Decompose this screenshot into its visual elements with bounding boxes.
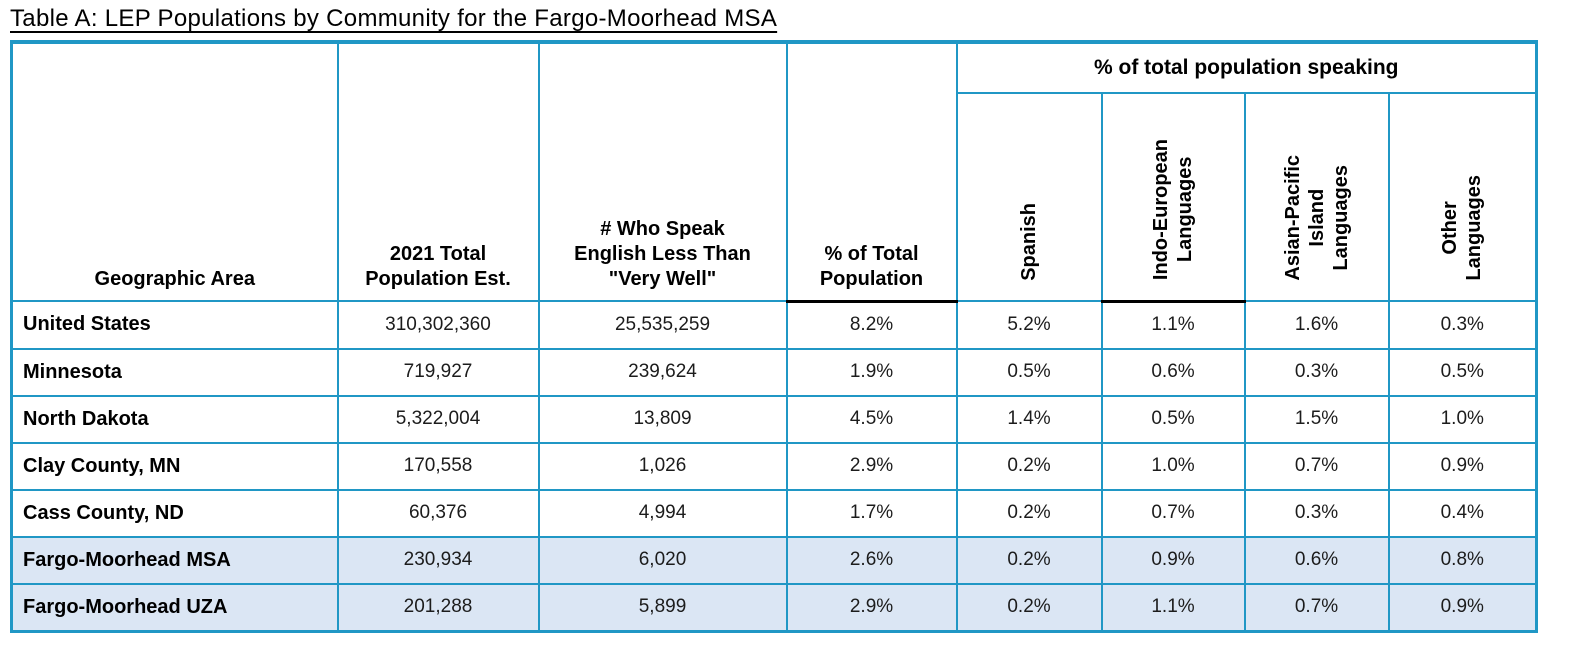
col-header-2021-population: 2021 Total Population Est. [336,41,540,302]
other-languages-pct-value: 0.3% [1387,300,1538,350]
row-label: Fargo-Moorhead UZA [10,582,339,632]
row-label: Cass County, ND [10,488,339,538]
spanish-pct-value: 5.2% [955,300,1103,350]
indo-european-pct-value: 0.5% [1100,394,1246,444]
table-row-clay-county: Clay County, MN 170,558 1,026 2.9% 0.2% … [10,441,1538,491]
indo-european-pct-value: 1.0% [1100,441,1246,491]
lep-populations-table: Geographic Area 2021 Total Population Es… [10,40,1538,633]
lep-count-value: 239,624 [537,347,788,397]
other-languages-pct-value: 0.8% [1387,535,1538,585]
asian-pacific-pct-value: 0.3% [1243,488,1390,538]
population-value: 60,376 [336,488,540,538]
lep-count-value: 4,994 [537,488,788,538]
asian-pacific-pct-value: 0.7% [1243,441,1390,491]
indo-european-pct-value: 1.1% [1100,582,1246,632]
asian-pacific-pct-value: 0.7% [1243,582,1390,632]
row-label: Minnesota [10,347,339,397]
population-value: 719,927 [336,347,540,397]
col-header-geographic-area: Geographic Area [10,41,339,302]
row-label: North Dakota [10,394,339,444]
row-label: United States [10,300,339,350]
header-row-languages: Spanish Indo-European Languages Asian-Pa… [12,92,1538,303]
table-row-minnesota: Minnesota 719,927 239,624 1.9% 0.5% 0.6%… [10,347,1538,397]
lep-count-value: 5,899 [537,582,788,632]
row-label: Clay County, MN [10,441,339,491]
lep-count-value: 1,026 [537,441,788,491]
indo-european-pct-value: 0.6% [1100,347,1246,397]
document-page: Table A: LEP Populations by Community fo… [10,5,1538,633]
col-header-indo-european: Indo-European Languages [1100,92,1246,303]
pct-total-value: 1.9% [785,347,958,397]
table-row-fargo-moorhead-msa: Fargo-Moorhead MSA 230,934 6,020 2.6% 0.… [10,535,1538,585]
pct-total-value: 1.7% [785,488,958,538]
population-value: 201,288 [336,582,540,632]
other-languages-pct-value: 1.0% [1387,394,1538,444]
col-header-other-languages: Other Languages [1387,92,1538,302]
pct-total-value: 4.5% [785,394,958,444]
population-value: 230,934 [336,535,540,585]
asian-pacific-pct-value: 1.5% [1243,394,1390,444]
col-header-asian-pacific: Asian-Pacific Island Languages [1243,92,1390,302]
header-row-top: Geographic Area 2021 Total Population Es… [10,41,1538,303]
other-languages-pct-value: 0.4% [1387,488,1538,538]
table-row-north-dakota: North Dakota 5,322,004 13,809 4.5% 1.4% … [10,394,1538,444]
pct-total-value: 2.9% [785,582,958,632]
asian-pacific-pct-value: 0.6% [1243,535,1390,585]
table-title: Table A: LEP Populations by Community fo… [10,5,778,32]
other-languages-pct-value: 0.9% [1387,441,1538,491]
population-value: 310,302,360 [336,300,540,350]
col-header-pct-speaking-group: % of total population speaking [955,41,1538,94]
spanish-pct-value: 0.5% [955,347,1103,397]
spanish-pct-value: 0.2% [955,488,1103,538]
col-header-spanish: Spanish [955,92,1103,302]
population-value: 170,558 [336,441,540,491]
indo-european-pct-value: 0.9% [1100,535,1246,585]
other-languages-pct-value: 0.9% [1387,582,1538,632]
asian-pacific-pct-value: 0.3% [1243,347,1390,397]
spanish-pct-value: 1.4% [955,394,1103,444]
table-row-fargo-moorhead-uza: Fargo-Moorhead UZA 201,288 5,899 2.9% 0.… [10,582,1538,632]
table-row-cass-county: Cass County, ND 60,376 4,994 1.7% 0.2% 0… [10,488,1538,538]
population-value: 5,322,004 [336,394,540,444]
asian-pacific-pct-value: 1.6% [1243,300,1390,350]
lep-count-value: 6,020 [537,535,788,585]
lep-count-value: 13,809 [537,394,788,444]
spanish-pct-value: 0.2% [955,441,1103,491]
indo-european-pct-value: 1.1% [1100,300,1246,350]
indo-european-pct-value: 0.7% [1100,488,1246,538]
col-header-speak-english-less: # Who Speak English Less Than "Very Well… [537,41,788,302]
pct-total-value: 2.6% [785,535,958,585]
table-row-united-states: United States 310,302,360 25,535,259 8.2… [10,300,1538,350]
other-languages-pct-value: 0.5% [1387,347,1538,397]
spanish-pct-value: 0.2% [955,535,1103,585]
col-header-pct-total-population: % of Total Population [785,41,958,303]
pct-total-value: 2.9% [785,441,958,491]
pct-total-value: 8.2% [785,300,958,350]
spanish-pct-value: 0.2% [955,582,1103,632]
row-label: Fargo-Moorhead MSA [10,535,339,585]
lep-count-value: 25,535,259 [537,300,788,350]
